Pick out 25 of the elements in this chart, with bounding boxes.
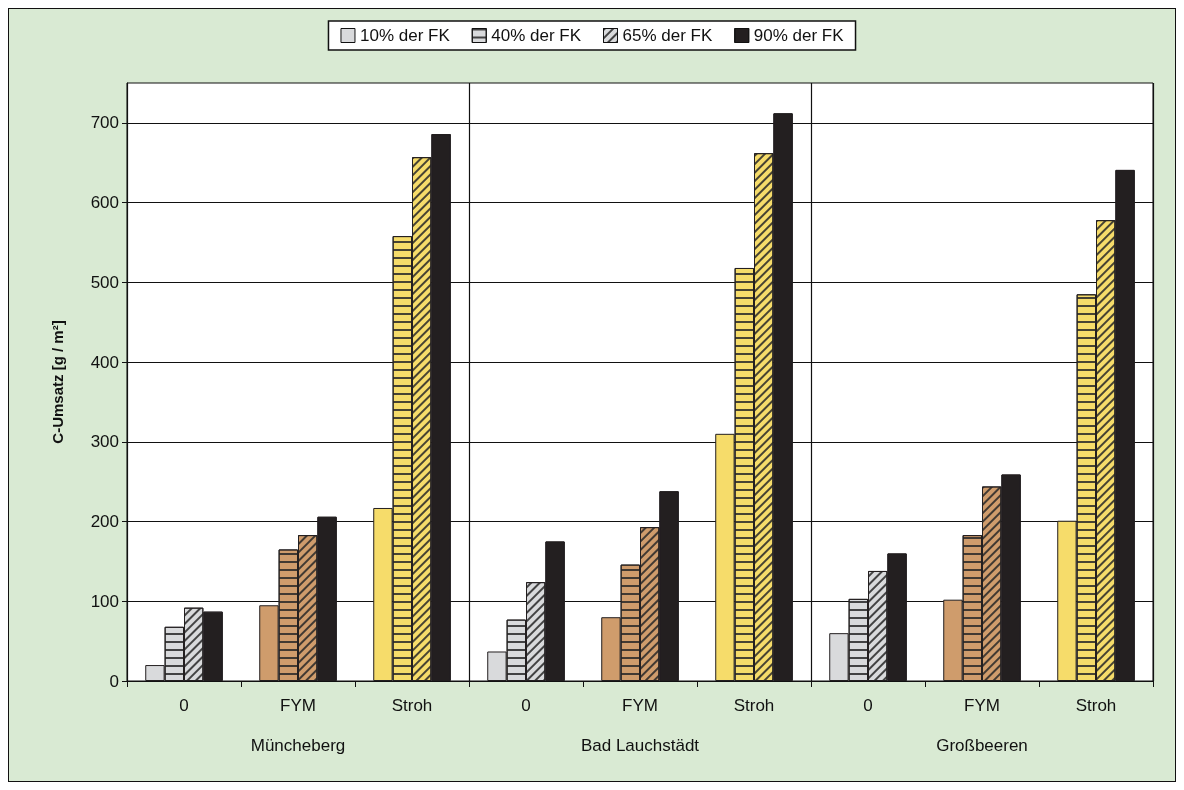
x-tick-label: 0 — [521, 696, 531, 715]
y-tick-label: 400 — [90, 352, 119, 372]
y-tick-label: 600 — [90, 193, 119, 213]
x-tick-label: FYM — [622, 696, 658, 715]
x-tick-label: 0 — [863, 696, 873, 715]
y-tick-label: 100 — [90, 591, 119, 611]
x-tick-label: Stroh — [733, 696, 775, 715]
y-tick-label: 700 — [90, 113, 119, 133]
y-axis-title: C-Umsatz [g / m²] — [49, 320, 66, 444]
legend-label: 90% der FK — [753, 26, 845, 45]
x-tick-label: 0 — [179, 696, 189, 715]
x-tick-label: Stroh — [391, 696, 433, 715]
y-tick-label: 0 — [109, 671, 119, 691]
text: Müncheberg — [250, 736, 346, 755]
legend-label: 65% der FK — [622, 26, 713, 45]
text: Bad Lauchstädt — [580, 736, 700, 755]
x-tick-label: Stroh — [1075, 696, 1117, 715]
text: Großbeeren — [936, 736, 1028, 755]
x-tick-label: FYM — [280, 696, 316, 715]
y-tick-label: 200 — [90, 512, 119, 532]
y-tick-label: 300 — [90, 432, 119, 452]
x-tick-label: FYM — [964, 696, 1000, 715]
y-tick-label: 500 — [90, 272, 119, 292]
legend-label: 40% der FK — [491, 26, 582, 45]
legend-label: 10% der FK — [359, 26, 451, 45]
